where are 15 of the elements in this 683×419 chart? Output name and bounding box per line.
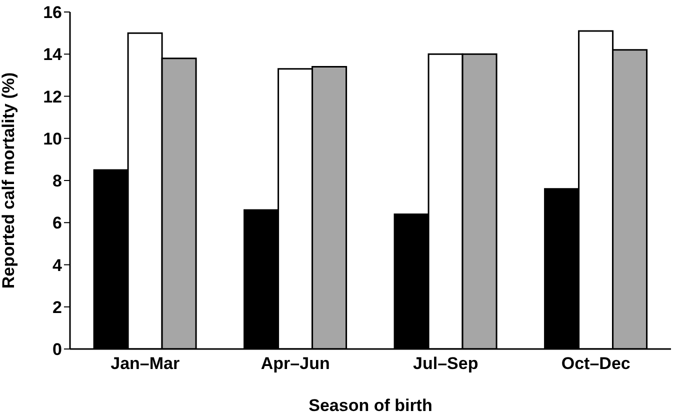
- x-tick-label: Oct–Dec: [561, 354, 630, 374]
- x-tick-label: Jul–Sep: [413, 354, 478, 374]
- x-tick-label: Apr–Jun: [260, 354, 330, 374]
- y-tick-label: 8: [52, 172, 62, 191]
- y-tick-label: 0: [52, 340, 62, 360]
- y-tick-label: 6: [52, 214, 62, 233]
- y-axis-title: Reported calf mortality (%): [0, 72, 18, 289]
- x-axis-title: Season of birth: [308, 396, 432, 415]
- y-tick-label: 10: [43, 129, 62, 148]
- x-tick-label: Jan–Mar: [110, 354, 180, 374]
- y-tick-label: 2: [52, 298, 62, 317]
- y-tick-label: 14: [43, 45, 63, 64]
- y-tick-label: 4: [52, 256, 63, 275]
- y-tick-label: 16: [43, 3, 62, 22]
- y-tick-label: 12: [43, 87, 62, 106]
